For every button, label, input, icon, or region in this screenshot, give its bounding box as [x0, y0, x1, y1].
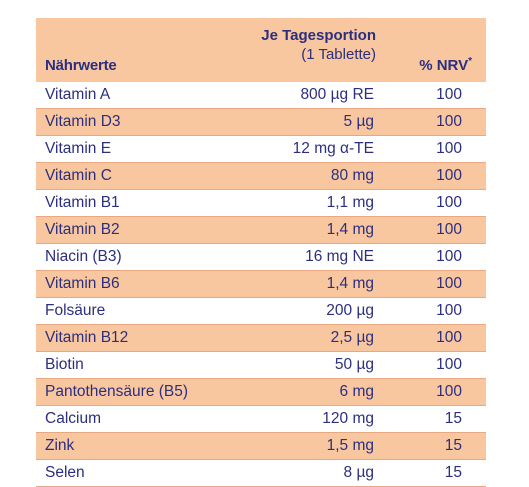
table-body: Vitamin A 800 µg RE 100 Vitamin D3 5 µg 100 Vi…	[36, 82, 486, 487]
portion-column-header: Je Tagesportion (1 Tablette)	[261, 26, 376, 64]
table-row: Folsäure 200 µg 100	[36, 298, 486, 325]
table-row: Zink 1,5 mg 15	[36, 433, 486, 460]
table-row: Vitamin A 800 µg RE 100	[36, 82, 486, 109]
nutrient-name: Vitamin B2	[45, 221, 120, 238]
nutrient-name: Vitamin B1	[45, 194, 120, 211]
nrv-percent: 15	[444, 437, 462, 454]
table-row: Vitamin B2 1,4 mg 100	[36, 217, 486, 244]
nrv-percent: 100	[436, 302, 462, 319]
nrv-percent: 100	[436, 86, 462, 103]
nrv-percent: 100	[436, 167, 462, 184]
nrv-percent: 100	[436, 140, 462, 157]
nrv-percent: 100	[436, 248, 462, 265]
nrv-percent: 15	[444, 410, 462, 427]
nutrient-name: Vitamin B12	[45, 329, 129, 346]
amount-per-portion: 50 µg	[334, 356, 374, 373]
amount-per-portion: 80 mg	[330, 167, 374, 184]
nrv-percent: 100	[436, 356, 462, 373]
table-row: Pantothensäure (B5) 6 mg 100	[36, 379, 486, 406]
amount-per-portion: 1,4 mg	[326, 221, 374, 238]
table-row: Vitamin B1 1,1 mg 100	[36, 190, 486, 217]
table-row: Vitamin E 12 mg α-TE 100	[36, 136, 486, 163]
amount-per-portion: 5 µg	[343, 113, 374, 130]
portion-header-line1: Je Tagesportion	[261, 27, 376, 44]
table-row: Vitamin B6 1,4 mg 100	[36, 271, 486, 298]
nutrient-name: Pantothensäure (B5)	[45, 383, 189, 400]
nrv-footnote-marker: *	[468, 56, 472, 67]
nutrient-name: Vitamin B6	[45, 275, 120, 292]
nrv-percent: 100	[436, 221, 462, 238]
nutrient-name: Calcium	[45, 410, 101, 427]
nutrient-name: Vitamin A	[45, 86, 111, 103]
nutrition-table: Nährwerte Je Tagesportion (1 Tablette) %…	[36, 18, 486, 487]
nrv-percent: 100	[436, 329, 462, 346]
amount-per-portion: 1,4 mg	[326, 275, 374, 292]
nrv-percent: 100	[436, 275, 462, 292]
nutrient-name: Folsäure	[45, 302, 106, 319]
table-row: Calcium 120 mg 15	[36, 406, 486, 433]
nutrient-name: Vitamin E	[45, 140, 112, 157]
table-row: Vitamin C 80 mg 100	[36, 163, 486, 190]
nrv-percent: 15	[444, 464, 462, 481]
amount-per-portion: 6 mg	[339, 383, 374, 400]
amount-per-portion: 800 µg RE	[300, 86, 374, 103]
nutrient-name: Vitamin C	[45, 167, 112, 184]
nutrient-name: Vitamin D3	[45, 113, 121, 130]
table-header: Nährwerte Je Tagesportion (1 Tablette) %…	[36, 18, 486, 82]
nutrient-name: Selen	[45, 464, 85, 481]
table-row: Vitamin B12 2,5 µg 100	[36, 325, 486, 352]
table-row: Niacin (B3) 16 mg NE 100	[36, 244, 486, 271]
amount-per-portion: 16 mg NE	[305, 248, 374, 265]
nutrient-name: Niacin (B3)	[45, 248, 122, 265]
amount-per-portion: 12 mg α-TE	[292, 140, 374, 157]
nrv-percent: 100	[436, 194, 462, 211]
table-row: Selen 8 µg 15	[36, 460, 486, 487]
nrv-percent: 100	[436, 383, 462, 400]
nrv-column-header: % NRV*	[419, 56, 472, 74]
amount-per-portion: 1,1 mg	[326, 194, 374, 211]
nrv-header-label: % NRV	[419, 57, 469, 74]
amount-per-portion: 1,5 mg	[326, 437, 374, 454]
nutrient-column-header: Nährwerte	[45, 57, 117, 74]
portion-header-line2: (1 Tablette)	[301, 46, 376, 63]
amount-per-portion: 2,5 µg	[330, 329, 374, 346]
table-row: Biotin 50 µg 100	[36, 352, 486, 379]
amount-per-portion: 120 mg	[322, 410, 374, 427]
nutrient-name: Zink	[45, 437, 75, 454]
nrv-percent: 100	[436, 113, 462, 130]
amount-per-portion: 8 µg	[343, 464, 374, 481]
amount-per-portion: 200 µg	[326, 302, 374, 319]
table-row: Vitamin D3 5 µg 100	[36, 109, 486, 136]
nutrient-name: Biotin	[45, 356, 84, 373]
